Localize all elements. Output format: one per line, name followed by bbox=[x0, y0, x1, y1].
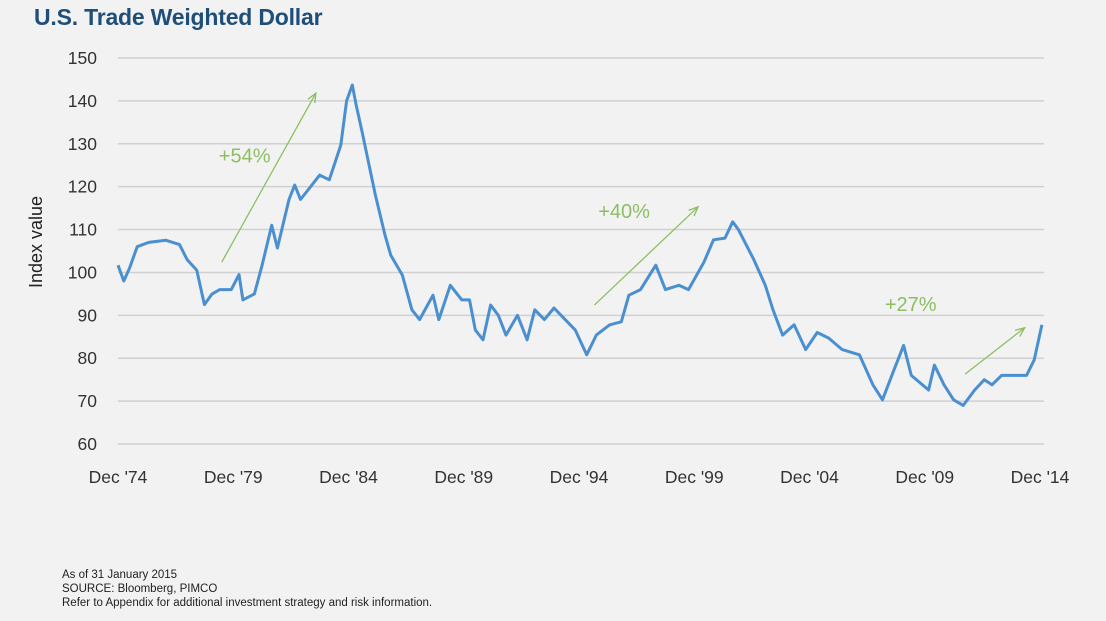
x-tick-label: Dec '84 bbox=[319, 467, 378, 487]
y-tick-label: 70 bbox=[78, 391, 98, 411]
x-tick-label: Dec '74 bbox=[89, 467, 148, 487]
y-tick-label: 130 bbox=[68, 134, 97, 154]
y-tick-label: 110 bbox=[69, 220, 97, 240]
y-tick-label: 100 bbox=[68, 262, 97, 282]
x-tick-label: Dec '79 bbox=[204, 467, 263, 487]
arrowhead-icon bbox=[1014, 326, 1026, 337]
disclaimer-note: Refer to Appendix for additional investm… bbox=[62, 597, 433, 609]
x-axis-ticks: Dec '74 Dec '79 Dec '84 Dec '89 Dec '94 Dec '… bbox=[89, 467, 1070, 487]
x-tick-label: Dec '04 bbox=[780, 467, 839, 487]
series bbox=[116, 83, 1044, 407]
y-tick-label: 90 bbox=[78, 305, 98, 325]
y-tick-label: 120 bbox=[68, 177, 97, 197]
chart-title: U.S. Trade Weighted Dollar bbox=[34, 4, 323, 30]
annotation-label: +54% bbox=[219, 146, 271, 168]
annotation-arrow bbox=[221, 92, 317, 263]
source-note: SOURCE: Bloomberg, PIMCO bbox=[62, 583, 218, 595]
y-tick-label: 150 bbox=[68, 48, 97, 68]
arrowhead-icon bbox=[307, 91, 317, 104]
x-tick-label: Dec '14 bbox=[1011, 467, 1070, 487]
y-tick-label: 60 bbox=[78, 434, 98, 454]
series-line bbox=[116, 83, 1044, 407]
y-tick-label: 140 bbox=[68, 91, 97, 111]
footer: As of 31 January 2015 SOURCE: Bloomberg,… bbox=[62, 568, 432, 610]
annotation-arrow bbox=[593, 206, 699, 306]
annotations: +54% +40% +27% bbox=[219, 91, 1026, 375]
as-of-date: As of 31 January 2015 bbox=[62, 569, 178, 581]
x-tick-label: Dec '94 bbox=[550, 467, 609, 487]
x-tick-label: Dec '09 bbox=[895, 467, 954, 487]
y-axis-label: Index value bbox=[26, 196, 46, 288]
x-tick-label: Dec '89 bbox=[434, 467, 493, 487]
y-axis-ticks: 60 70 80 90 100 110 120 130 140 150 bbox=[68, 48, 97, 454]
y-tick-label: 80 bbox=[78, 348, 98, 368]
x-tick-label: Dec '99 bbox=[665, 467, 724, 487]
annotation-label: +27% bbox=[885, 294, 937, 316]
annotation-arrow bbox=[964, 327, 1026, 375]
annotation-label: +40% bbox=[598, 201, 650, 223]
gridlines bbox=[118, 57, 1044, 445]
arrowhead-icon bbox=[688, 205, 700, 217]
